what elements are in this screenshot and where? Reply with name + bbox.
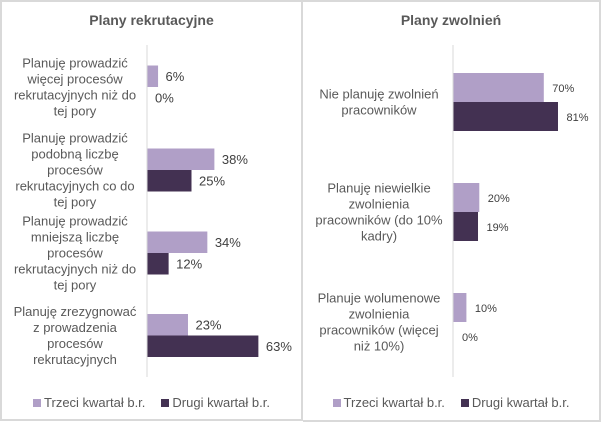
data-label: 34% [215,235,241,250]
category-label-line: Planuję prowadzić [22,213,128,228]
legend-label: Trzeci kwartał b.r. [343,395,445,410]
data-label: 25% [199,173,225,188]
category-label-line: z prowadzenia [33,320,118,335]
data-label: 38% [222,152,248,167]
data-label: 0% [462,332,478,344]
data-label: 23% [195,317,221,332]
legend-swatch-q2 [161,398,170,407]
bar-q2 [147,335,259,357]
data-label: 20% [488,193,510,205]
category-label-line: procesów [47,245,103,260]
category-label: Planuję zrezygnować z prowadzenia procesów… [14,304,137,367]
category-label-line: więcej procesów [26,71,123,86]
category-label-line: rekrutacyjnych niż do [14,87,136,102]
category-label-line: pracowników (do 10% [315,212,443,227]
bar-q3 [147,231,208,253]
chart-panel-recruitment: Plany rekrutacyjne Planuję prowadzić więc… [0,0,303,421]
bar-q3 [453,73,544,102]
category-label-line: procesów [47,336,103,351]
data-label: 19% [487,222,509,234]
bar-q3 [453,293,467,322]
category-label-line: Planuję prowadzić [22,130,128,145]
category-label-line: tej pory [54,103,97,118]
data-label: 70% [552,83,574,95]
legend-swatch-q3 [33,398,42,407]
category-label: Planuje wolumenowe zwolnienia pracowników … [318,290,441,353]
category-label-line: tej pory [54,277,97,292]
category-label-line: Planuję zrezygnować [14,304,137,319]
legend: Trzeci kwartał b.r. Drugi kwartał b.r. [2,395,301,410]
chart-panel-layoffs: Plany zwolnień Nie planuję zwolnień praco… [303,0,601,422]
chart-plot-layoffs: Nie planuję zwolnień pracowników 70% 81% Pla… [315,45,589,377]
legend-label: Drugi kwartał b.r. [172,395,270,410]
bar-q2 [453,212,479,241]
data-label: 6% [166,69,185,84]
data-label: 81% [566,112,588,124]
category-label-line: Nie planuję zwolnień [319,86,438,101]
category-label-line: Planuje wolumenowe [318,290,441,305]
category-label: Nie planuję zwolnień pracowników [319,86,438,117]
legend-label: Drugi kwartał b.r. [471,395,570,410]
chart-plot-recruitment: Planuję prowadzić więcej procesów rekrutac… [14,45,292,377]
category-label-line: rekrutacyjnych [33,352,117,367]
category-label-line: zwolnienia [349,196,410,211]
bar-q3 [147,314,188,336]
category-label: Planuję prowadzić więcej procesów rekrutac… [14,55,136,118]
data-label: 0% [155,90,174,105]
category-label: Planuję prowadzić mniejszą liczbę procesów… [14,213,136,292]
bar-q3 [147,148,215,170]
bar-q3 [147,65,159,87]
category-label-line: mniejszą liczbę [31,229,119,244]
bar-q2 [147,253,169,275]
data-label: 10% [475,303,497,315]
legend-item-q2: Drugi kwartał b.r. [460,395,570,410]
legend-swatch-q3 [332,398,341,407]
category-label-line: Planuję prowadzić [22,55,128,70]
category-label-line: pracowników (więcej [319,322,438,337]
category-label-line: zwolnienia [349,306,410,321]
category-label: Planuję niewielkie zwolnienia pracowników … [315,180,443,243]
data-label: 12% [176,256,202,271]
category-label-line: niż 10%) [354,338,405,353]
legend-label: Trzeci kwartał b.r. [44,395,146,410]
chart-title: Plany zwolnień [400,12,502,28]
legend-item-q3: Trzeci kwartał b.r. [33,395,145,410]
chart-title: Plany rekrutacyjne [89,12,214,28]
bar-q2 [147,170,192,192]
category-label-line: podobną liczbę [31,146,118,161]
legend-swatch-q2 [460,398,469,407]
category-label-line: Planuję niewielkie [327,180,430,195]
bar-q2 [453,102,558,131]
legend: Trzeci kwartał b.r. Drugi kwartał b.r. [303,395,599,410]
category-label-line: kadry) [361,228,397,243]
data-label: 63% [266,339,292,354]
legend-item-q2: Drugi kwartał b.r. [161,395,270,410]
category-label-line: rekrutacyjnych niż do [14,261,136,276]
category-label-line: tej pory [54,194,97,209]
category-label: Planuję prowadzić podobną liczbę procesów r… [15,130,134,209]
category-label-line: procesów [47,162,103,177]
legend-item-q3: Trzeci kwartał b.r. [332,395,445,410]
category-label-line: rekrutacyjnych co do [15,178,134,193]
category-label-line: pracowników [341,102,417,117]
bar-q3 [453,183,480,212]
